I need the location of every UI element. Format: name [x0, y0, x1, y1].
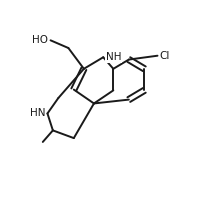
Text: HO: HO — [32, 35, 48, 45]
Text: HN: HN — [30, 108, 45, 119]
Text: Cl: Cl — [160, 51, 170, 61]
Text: NH: NH — [105, 52, 121, 62]
